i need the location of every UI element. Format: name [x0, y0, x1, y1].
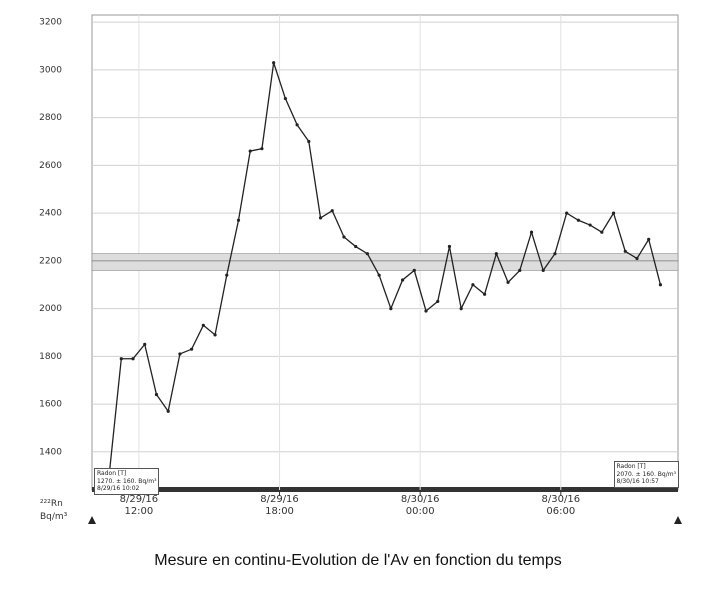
x-tick-label: 8/30/16 06:00 — [541, 494, 581, 517]
data-point — [518, 268, 522, 273]
data-point — [377, 273, 381, 277]
y-tick-label: 3200 — [39, 18, 62, 28]
data-point — [354, 244, 358, 249]
annotation: Radon [T] 1270. ± 160. Bq/m³ 8/29/16 10:02 — [94, 468, 160, 495]
data-point — [635, 256, 639, 261]
data-point — [424, 309, 428, 313]
y-tick-label: 1400 — [39, 447, 62, 457]
data-point — [576, 218, 580, 222]
annotation-line: 8/29/16 10:02 — [97, 485, 140, 492]
data-point — [588, 223, 592, 227]
data-point — [365, 252, 370, 256]
data-point — [658, 283, 663, 287]
data-point — [248, 149, 252, 153]
y-tick-label: 1600 — [39, 400, 62, 410]
data-point — [459, 306, 463, 311]
y-tick-label: 1800 — [39, 352, 62, 362]
annotation-line: 8/30/16 10:57 — [616, 478, 659, 485]
annotation-line: 2070. ± 160. Bq/m³ — [616, 470, 676, 478]
y-tick-label: 2400 — [39, 209, 62, 219]
data-point — [600, 230, 604, 234]
y-tick-label: 3000 — [39, 65, 62, 75]
data-point — [154, 392, 159, 397]
data-point — [623, 249, 627, 253]
data-point — [400, 278, 405, 282]
data-point — [553, 252, 557, 256]
data-point — [236, 218, 241, 222]
data-point — [506, 280, 510, 284]
axis-end-markers — [88, 516, 682, 524]
data-point — [412, 268, 416, 273]
data-point — [307, 139, 311, 144]
data-point — [318, 216, 323, 220]
data-point — [201, 323, 205, 327]
data-point — [565, 211, 569, 215]
data-line — [108, 62, 662, 471]
data-point — [272, 61, 276, 65]
data-point — [131, 357, 135, 361]
data-point — [143, 342, 147, 346]
data-point — [471, 283, 475, 287]
y-tick-label: 2000 — [39, 304, 62, 314]
data-point — [389, 306, 393, 311]
data-point — [283, 96, 287, 101]
x-tick-label: 8/29/16 18:00 — [260, 494, 299, 517]
y-axis-label: ²²²Rn Bq/m³ — [40, 499, 68, 522]
reference-band — [91, 253, 679, 271]
annotation-line: Radon [T] — [97, 470, 127, 477]
data-point — [541, 268, 545, 273]
data-point — [611, 211, 616, 215]
data-point — [483, 292, 487, 296]
data-point — [190, 347, 194, 351]
y-tick-label: 2600 — [39, 161, 62, 171]
data-point — [260, 147, 264, 151]
x-tick-label: 8/30/16 00:00 — [400, 494, 440, 517]
annotation-line: Radon [T] — [616, 463, 646, 470]
data-point — [295, 123, 299, 127]
data-point — [447, 244, 452, 249]
data-point — [647, 237, 651, 241]
annotation: Radon [T] 2070. ± 160. Bq/m³ 8/30/16 10:57 — [613, 461, 679, 488]
plot-frame — [91, 14, 679, 491]
data-point — [178, 352, 182, 356]
annotation-line: 1270. ± 160. Bq/m³ — [97, 477, 157, 485]
data-point — [119, 357, 123, 361]
y-tick-label: 2800 — [39, 113, 62, 123]
x-tick-label: 8/29/16 12:00 — [119, 494, 159, 517]
data-point — [330, 209, 334, 213]
data-point — [166, 409, 170, 413]
y-tick-label: 2200 — [39, 256, 62, 266]
data-point — [494, 252, 498, 256]
caption: Mesure en continu-Evolution de l'Av en f… — [154, 552, 562, 569]
data-point — [342, 235, 346, 239]
data-point — [436, 299, 440, 304]
data-point — [213, 333, 217, 337]
data-point — [225, 273, 229, 277]
data-point — [529, 230, 534, 234]
time-bar — [92, 487, 678, 492]
